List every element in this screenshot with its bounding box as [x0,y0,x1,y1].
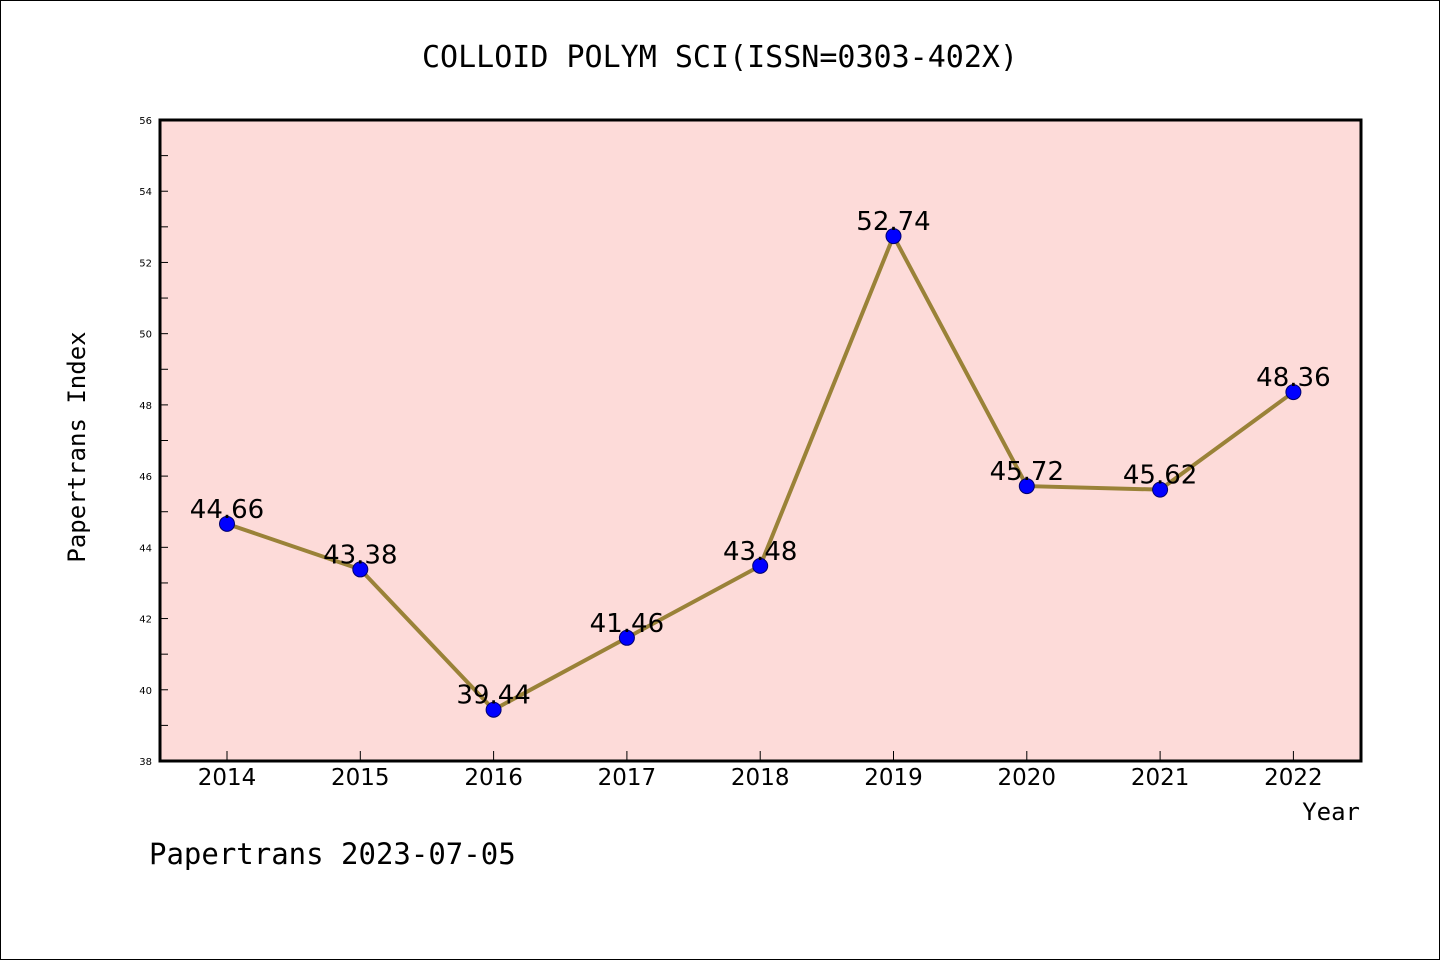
data-point [752,557,769,574]
y-tick-label: 44 [139,543,152,554]
x-tick-label: 2016 [464,765,523,791]
plot-border [158,118,1363,763]
y-tick-label: 40 [139,686,152,697]
data-point [1285,384,1302,401]
x-tick-label: 2019 [864,765,923,791]
x-tick-label: 2014 [198,765,257,791]
data-label: 52.74 [856,207,930,237]
x-tick-label: 2017 [598,765,657,791]
data-labels: 44.66 43.38 39.44 41.46 43.48 52.74 45.72 45.62… [190,207,1331,711]
data-label: 48.36 [1256,363,1330,393]
data-point [1018,478,1035,495]
y-axis-title: Papertrans Index [63,331,91,562]
y-tick-label: 54 [139,187,152,198]
x-axis: 2014 2015 2016 2017 2018 2019 2020 2021 2022 [198,751,1323,791]
y-tick-label: 38 [139,757,152,768]
chart-title: COLLOID POLYM SCI(ISSN=0303-402X) [422,40,1018,75]
data-label: 41.46 [590,609,664,639]
plot-area [160,120,1361,761]
data-markers [219,228,1302,718]
data-point [885,228,902,245]
y-tick-label: 42 [139,615,152,626]
y-axis: 38 40 42 44 46 48 50 52 54 56 [139,116,168,768]
data-label: 39.44 [456,681,530,711]
x-tick-label: 2020 [998,765,1057,791]
y-tick-label: 46 [139,472,152,483]
y-tick-label: 52 [139,258,152,269]
y-tick-label: 48 [139,401,152,412]
data-label: 43.48 [723,537,797,567]
y-tick-label: 50 [139,330,152,341]
data-point [485,701,502,718]
x-tick-label: 2021 [1131,765,1190,791]
footer-credit: Papertrans 2023-07-05 [149,837,516,871]
data-point [618,629,635,646]
data-point [1152,481,1169,498]
data-point [352,561,369,578]
data-point [219,515,235,532]
x-tick-label: 2018 [731,765,790,791]
data-label: 45.72 [990,457,1064,487]
x-axis-title: Year [1302,798,1360,826]
x-tick-label: 2022 [1264,765,1323,791]
data-label: 45.62 [1123,461,1197,491]
data-label: 44.66 [190,495,264,525]
x-tick-label: 2015 [331,765,390,791]
y-tick-label: 56 [139,116,152,127]
data-label: 43.38 [323,540,397,570]
